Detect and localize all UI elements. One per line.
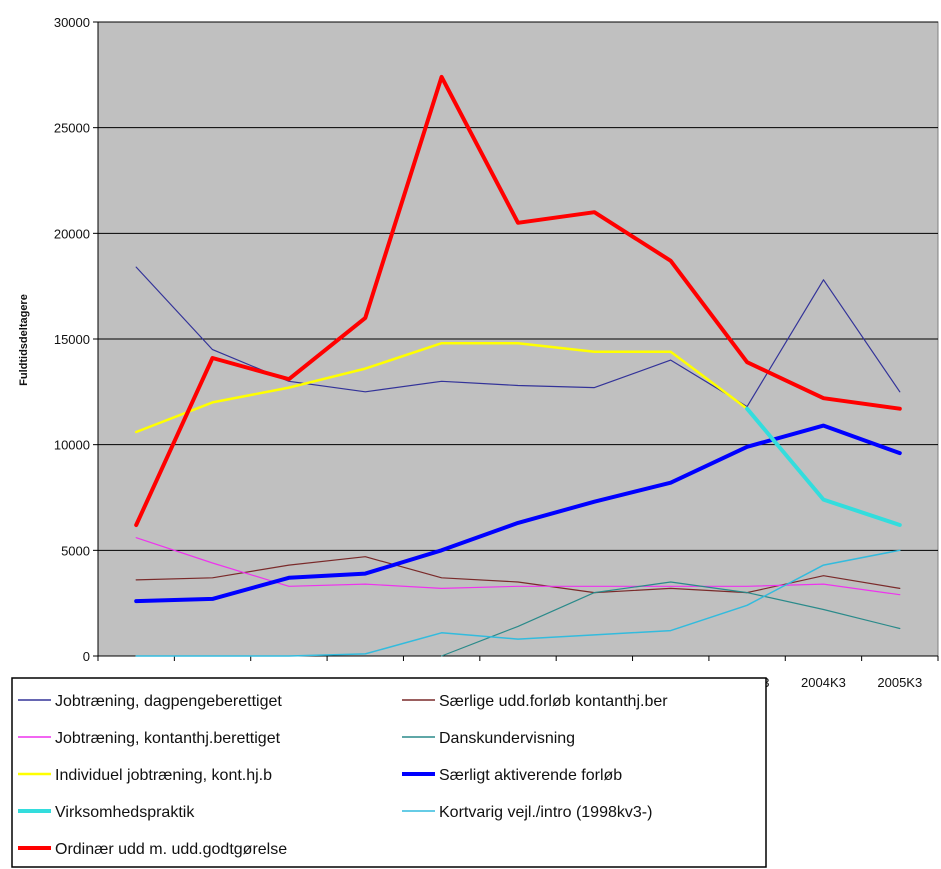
- legend-label: Særligt aktiverende forløb: [439, 767, 622, 784]
- legend-label: Individuel jobtræning, kont.hj.b: [55, 767, 272, 784]
- legend-label: Danskundervisning: [439, 730, 575, 747]
- y-tick-label: 15000: [54, 332, 90, 347]
- y-tick-label: 10000: [54, 438, 90, 453]
- legend-label: Særlige udd.forløb kontanthj.ber: [439, 693, 668, 710]
- y-tick-label: 30000: [54, 15, 90, 30]
- legend-label: Jobtræning, dagpengeberettiget: [55, 693, 282, 710]
- legend-label: Ordinær udd m. udd.godtgørelse: [55, 841, 287, 858]
- legend-label: Jobtræning, kontanthj.berettiget: [55, 730, 281, 747]
- series-line: [135, 549, 901, 657]
- legend-box: [11, 677, 767, 868]
- series-line: [135, 537, 901, 596]
- legend: Jobtræning, dagpengeberettiget Jobtræning…: [18, 693, 668, 858]
- gridlines: [98, 21, 938, 551]
- y-axis-title: Fuldtidsdeltagere: [18, 294, 30, 386]
- series-line: [134, 74, 902, 527]
- series-line: [135, 556, 901, 594]
- series-line: [745, 406, 902, 527]
- series-line: [441, 581, 901, 657]
- x-tick-label: 2004K3: [801, 675, 846, 690]
- y-tick-label: 25000: [54, 121, 90, 136]
- series-line: [134, 341, 749, 434]
- x-tick-label: 2005K3: [877, 675, 922, 690]
- legend-label: Kortvarig vejl./intro (1998kv3-): [439, 804, 652, 821]
- legend-label: Virksomhedspraktik: [55, 804, 195, 821]
- y-tick-label: 20000: [54, 226, 90, 241]
- series-lines: [134, 74, 902, 657]
- y-tick-label: 0: [83, 649, 90, 664]
- y-tick-label: 5000: [61, 543, 90, 558]
